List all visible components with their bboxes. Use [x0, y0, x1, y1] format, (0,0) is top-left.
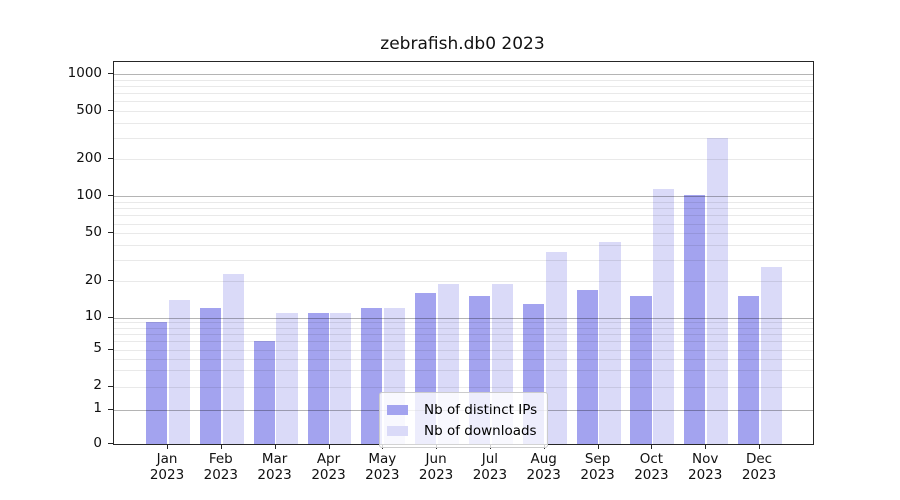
- y-tick-label-10: 10: [84, 308, 102, 324]
- x-tick-label-line: 2023: [688, 466, 723, 483]
- bar-nb-of-distinct-ips-feb-2023: [199, 307, 221, 444]
- x-tick-label-line: 2023: [526, 466, 561, 483]
- y-tick-label-20: 20: [84, 271, 102, 288]
- x-tick-label-line: 2023: [418, 466, 454, 483]
- y-tick-mark-0: [108, 443, 113, 445]
- chart-title: zebrafish.db0 2023: [380, 34, 545, 54]
- x-tick-label-apr-2023: Apr 2023: [297, 451, 361, 483]
- x-tick-mark-oct-2023: [651, 444, 653, 449]
- x-tick-label-line: Nov: [692, 451, 719, 467]
- bar-nb-of-distinct-ips-jan-2023: [146, 322, 168, 444]
- legend-label-distinct-ips: Nb of distinct IPs: [424, 401, 538, 418]
- bar-nb-of-downloads-nov-2023: [707, 138, 729, 444]
- x-tick-label-line: Jul: [481, 451, 499, 467]
- x-tick-label-may-2023: May 2023: [350, 451, 414, 483]
- y-tick-label-1: 1: [93, 400, 102, 416]
- y-tick-mark-500: [108, 110, 113, 111]
- x-tick-label-line: 2023: [365, 466, 400, 483]
- bars-layer: [114, 62, 813, 444]
- y-tick-mark-100: [108, 195, 113, 196]
- x-tick-mark-sep-2023: [597, 444, 599, 449]
- x-tick-label-line: Sep: [584, 451, 611, 467]
- x-tick-label-line: 2023: [203, 466, 238, 483]
- plot-area: Nb of distinct IPs Nb of downloads: [113, 61, 814, 448]
- x-tick-label-line: 2023: [149, 466, 185, 483]
- x-tick-label-feb-2023: Feb 2023: [189, 451, 253, 483]
- x-tick-label-line: May: [368, 451, 397, 467]
- bar-nb-of-downloads-jan-2023: [168, 299, 190, 444]
- x-tick-mark-feb-2023: [220, 444, 222, 449]
- legend-item-distinct-ips: Nb of distinct IPs: [387, 399, 537, 420]
- y-tick-label-2: 2: [93, 377, 102, 393]
- x-tick-label-line: Aug: [530, 451, 557, 467]
- bar-nb-of-distinct-ips-mar-2023: [253, 341, 275, 444]
- x-tick-label-sep-2023: Sep 2023: [566, 451, 630, 483]
- x-tick-mark-dec-2023: [759, 444, 760, 449]
- x-tick-label-line: 2023: [634, 466, 669, 483]
- y-tick-label-500: 500: [76, 101, 102, 118]
- x-tick-label-jul-2023: Jul 2023: [458, 451, 522, 483]
- x-tick-label-jan-2023: Jan 2023: [135, 451, 199, 483]
- x-tick-label-line: Jan: [156, 451, 178, 467]
- y-tick-mark-20: [108, 280, 113, 281]
- bar-nb-of-downloads-mar-2023: [276, 312, 298, 444]
- bar-nb-of-distinct-ips-apr-2023: [307, 312, 329, 444]
- bar-nb-of-downloads-feb-2023: [222, 273, 244, 444]
- x-tick-label-line: 2023: [257, 466, 292, 483]
- x-tick-label-line: 2023: [741, 466, 777, 483]
- y-tick-mark-50: [108, 232, 113, 234]
- bar-nb-of-distinct-ips-oct-2023: [630, 296, 652, 444]
- y-tick-label-5: 5: [93, 340, 102, 356]
- x-tick-label-dec-2023: Dec 2023: [727, 451, 791, 483]
- x-tick-label-jun-2023: Jun 2023: [404, 451, 468, 483]
- x-tick-label-nov-2023: Nov 2023: [673, 451, 737, 483]
- y-tick-mark-1: [108, 408, 113, 410]
- legend: Nb of distinct IPs Nb of downloads: [379, 392, 549, 448]
- bar-nb-of-downloads-aug-2023: [545, 251, 567, 444]
- y-tick-label-200: 200: [76, 149, 102, 166]
- y-tick-label-0: 0: [93, 434, 102, 451]
- legend-swatch-downloads-icon: [387, 425, 408, 436]
- x-tick-mark-mar-2023: [274, 444, 276, 449]
- y-tick-mark-2: [108, 385, 113, 387]
- x-tick-mark-nov-2023: [705, 444, 707, 449]
- x-tick-label-line: 2023: [311, 466, 346, 483]
- x-tick-label-line: Feb: [208, 451, 233, 467]
- bar-nb-of-distinct-ips-sep-2023: [576, 289, 598, 444]
- bar-nb-of-distinct-ips-dec-2023: [738, 296, 760, 444]
- y-tick-mark-200: [108, 158, 113, 160]
- x-tick-label-line: Oct: [639, 451, 664, 467]
- legend-swatch-distinct-ips-icon: [387, 404, 408, 415]
- x-tick-label-line: 2023: [472, 466, 508, 483]
- y-tick-label-1000: 1000: [67, 64, 102, 81]
- y-tick-mark-10: [108, 316, 113, 318]
- x-tick-mark-apr-2023: [328, 444, 330, 449]
- y-tick-mark-1000: [108, 73, 113, 75]
- x-tick-label-oct-2023: Oct 2023: [619, 451, 683, 483]
- legend-label-downloads: Nb of downloads: [424, 422, 537, 439]
- bar-nb-of-downloads-dec-2023: [760, 267, 782, 444]
- y-tick-mark-5: [108, 348, 113, 350]
- x-tick-mark-jan-2023: [167, 444, 168, 449]
- x-tick-label-mar-2023: Mar 2023: [243, 451, 307, 483]
- bar-nb-of-distinct-ips-nov-2023: [684, 195, 706, 444]
- y-tick-label-100: 100: [76, 186, 102, 203]
- bar-nb-of-downloads-apr-2023: [330, 312, 352, 444]
- bar-nb-of-downloads-oct-2023: [653, 189, 675, 444]
- x-tick-label-line: Dec: [745, 451, 773, 467]
- legend-item-downloads: Nb of downloads: [387, 420, 537, 441]
- x-tick-label-line: Jun: [425, 451, 447, 467]
- x-tick-label-line: Mar: [261, 451, 288, 467]
- bar-nb-of-downloads-sep-2023: [599, 242, 621, 444]
- x-tick-label-aug-2023: Aug 2023: [512, 451, 576, 483]
- x-tick-label-line: 2023: [580, 466, 615, 483]
- y-tick-label-50: 50: [84, 223, 102, 240]
- x-tick-label-line: Apr: [316, 451, 341, 467]
